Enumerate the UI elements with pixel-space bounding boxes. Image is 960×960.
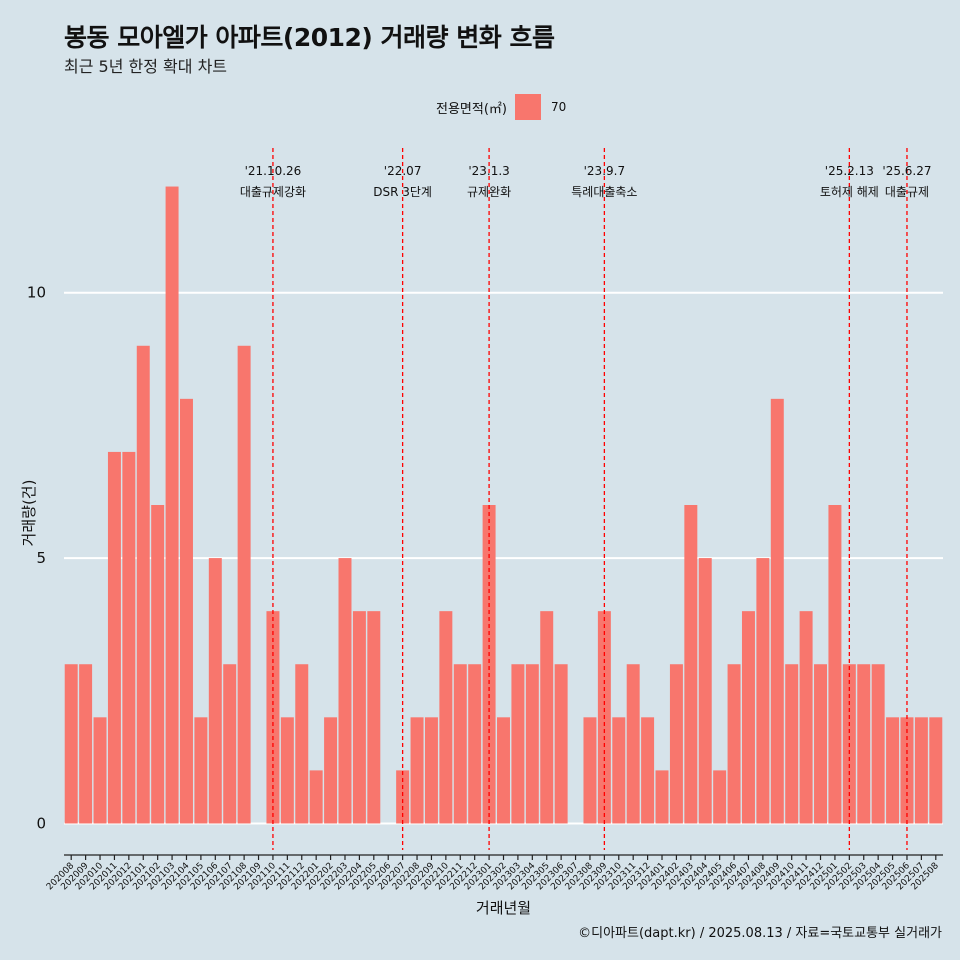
bar [713, 770, 727, 824]
bar [626, 664, 640, 824]
bar [179, 398, 193, 824]
bar [785, 664, 799, 824]
bar [684, 505, 698, 824]
bar [511, 664, 525, 824]
event-date: '22.07 [384, 164, 422, 178]
bar [64, 664, 78, 824]
event-date: '25.6.27 [882, 164, 931, 178]
bar [727, 664, 741, 824]
bar [497, 717, 510, 824]
x-axis-title: 거래년월 [476, 899, 531, 917]
y-tick-label: 0 [36, 814, 46, 832]
bar [410, 717, 424, 824]
bar [756, 558, 770, 824]
bar [295, 664, 309, 824]
bar [151, 505, 165, 824]
bar [136, 345, 150, 824]
bar [165, 186, 179, 824]
bar [583, 717, 597, 824]
event-date: '25.2.13 [825, 164, 874, 178]
bar [468, 664, 482, 824]
event-label: 토허제 해제 [820, 185, 879, 199]
bar [857, 664, 871, 824]
bar [309, 770, 323, 824]
bar [122, 451, 136, 824]
event-label: 규제완화 [467, 185, 511, 199]
y-tick-label: 5 [36, 549, 46, 567]
bar [223, 664, 237, 824]
bar [914, 717, 928, 824]
bar [612, 717, 626, 824]
event-date: '21.10.26 [245, 164, 302, 178]
bar [352, 611, 366, 824]
legend: 전용면적(㎡) 70 [436, 94, 566, 120]
bar [280, 717, 294, 824]
y-tick-label: 10 [27, 284, 46, 302]
chart-subtitle: 최근 5년 한정 확대 차트 [64, 57, 228, 76]
bar [669, 664, 683, 824]
y-axis-title: 거래량(건) [20, 480, 38, 547]
bar [655, 770, 669, 824]
bar [900, 717, 914, 824]
event-label: 대출규제 [885, 185, 929, 199]
bar [324, 717, 338, 824]
event-label: 대출규제강화 [240, 185, 306, 199]
bar [886, 717, 900, 824]
bar [208, 558, 222, 824]
bar [799, 611, 813, 824]
event-label: DSR 3단계 [373, 185, 432, 199]
bar [79, 664, 93, 824]
legend-title: 전용면적(㎡) [436, 101, 507, 117]
bar [453, 664, 467, 824]
bar [814, 664, 828, 824]
bar [194, 717, 208, 824]
bar [929, 717, 943, 824]
bar [770, 398, 784, 824]
legend-swatch [514, 94, 541, 120]
bar [540, 611, 554, 824]
bar [698, 558, 712, 824]
chart-title: 봉동 모아엘가 아파트(2012) 거래량 변화 흐름 [64, 23, 555, 52]
bar [871, 664, 885, 824]
bar [107, 451, 121, 824]
bar [554, 664, 568, 824]
bar [641, 717, 655, 824]
bar [367, 611, 381, 824]
legend-label: 70 [550, 100, 567, 114]
bar [828, 505, 842, 824]
source-caption: ©디아파트(dapt.kr) / 2025.08.13 / 자료=국토교통부 실… [578, 926, 942, 941]
event-date: '23.1.3 [468, 164, 509, 178]
bar [93, 717, 107, 824]
bar [338, 558, 352, 824]
bar [741, 611, 755, 824]
bar [396, 770, 410, 824]
event-date: '23.9.7 [584, 164, 625, 178]
bar [439, 611, 453, 824]
bar [424, 717, 438, 824]
bar [525, 664, 539, 824]
event-label: 특례대출축소 [571, 185, 637, 199]
bar [482, 505, 496, 824]
bar [237, 345, 251, 824]
